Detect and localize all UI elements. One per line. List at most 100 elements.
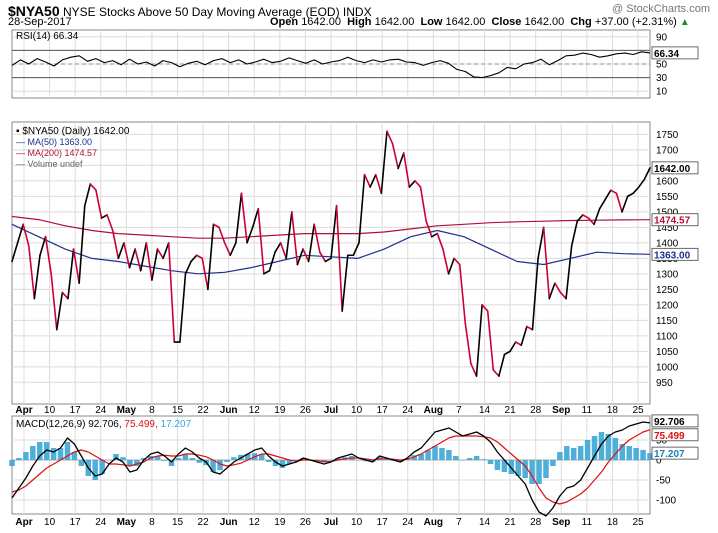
ma200-line [11, 215, 651, 239]
rsi-axis-tick-label: 30 [656, 73, 668, 84]
macd-x-tick-label: 25 [632, 517, 644, 528]
macd-histogram-bar [154, 456, 161, 460]
price-segment [397, 152, 405, 170]
price-segment [503, 350, 511, 356]
macd-histogram-bar [36, 442, 43, 460]
price-segment [212, 223, 220, 229]
ma50-last-value-tag: 1363.00 [651, 247, 699, 261]
price-segment [576, 214, 584, 222]
rsi-last-value-tag-box [651, 46, 699, 60]
macd-histogram-bar [161, 460, 168, 461]
macd-last-value-tag: 92.706 [651, 414, 699, 428]
macd-x-tick-label: 17 [70, 517, 82, 528]
macd-histogram-bar [508, 460, 515, 474]
macd-histogram-bar [480, 459, 487, 460]
macd-histogram-bar [71, 452, 78, 460]
macd-histogram-bar [418, 454, 424, 460]
macd-histogram-bar [453, 456, 459, 460]
macd-x-tick-label: Apr [15, 517, 32, 528]
price-segment [296, 248, 304, 266]
macd-x-tick-label: 12 [249, 517, 261, 528]
macd-x-tick-label: Aug [424, 517, 443, 528]
price-x-tick-label: Apr [15, 405, 32, 416]
price-axis-tick-label: 1300 [656, 269, 679, 280]
price-segment [22, 223, 30, 247]
price-axis-tick-label: 1050 [656, 347, 679, 358]
price-axis-tick-label: 1250 [656, 285, 679, 296]
price-segment [464, 322, 472, 365]
price-x-tick-label: Aug [424, 405, 443, 416]
macd-histogram-bar [460, 460, 466, 461]
quote-date: 28-Sep-2017 [8, 16, 72, 28]
price-x-tick-label: 25 [632, 405, 644, 416]
price-segment [638, 178, 646, 188]
price-segment [218, 226, 226, 244]
price-segment [39, 235, 47, 257]
price-segment [78, 204, 86, 284]
macd-histogram-bar [106, 460, 112, 461]
price-segment [61, 291, 69, 300]
price-segment [470, 362, 478, 377]
macd-histogram-bar [141, 458, 147, 460]
macd-histogram-bar [127, 460, 133, 466]
price-segment [117, 242, 125, 260]
price-segment [632, 186, 640, 195]
macd-histogram-bar [515, 460, 521, 476]
rsi-last-value-tag: 66.34 [651, 46, 699, 60]
price-segment [430, 232, 439, 238]
price-segment [11, 242, 19, 263]
price-segment [16, 223, 24, 244]
price-segment [257, 207, 265, 275]
price-segment [50, 273, 58, 331]
price-segment [626, 192, 635, 198]
symbol-title: $NYA50 NYSE Stocks Above 50 Day Moving A… [8, 3, 372, 19]
signal-last-value-tag-box [651, 428, 699, 442]
rsi-legend: RSI(14) 66.34 [16, 31, 79, 42]
macd-histogram-bar [196, 460, 202, 463]
macd-histogram-bar [640, 450, 646, 460]
histogram-last-value-tag: 17.207 [651, 446, 699, 460]
price-segment [313, 223, 321, 253]
price-segment [184, 260, 192, 275]
macd-histogram-bar [293, 460, 300, 461]
price-x-tick-label: 14 [479, 405, 491, 416]
signal-last-value-tag-text: 75.499 [654, 431, 685, 442]
signal-last-value-tag: 75.499 [651, 428, 699, 442]
price-segment [369, 173, 377, 188]
price-segment [447, 257, 455, 275]
price-segment [106, 214, 114, 232]
macd-histogram-bar [328, 460, 334, 461]
price-x-tick-label: 17 [377, 405, 389, 416]
price-segment [207, 223, 215, 291]
price-x-tick-label: Jun [220, 405, 238, 416]
price-segment [582, 214, 590, 219]
price-segment [414, 180, 422, 188]
macd-x-tick-label: Jul [324, 517, 339, 528]
macd-histogram-bar [57, 448, 64, 460]
price-segment [89, 183, 97, 191]
price-segment [486, 310, 495, 371]
exchange: INDX [342, 5, 372, 19]
macd-histogram-bar [30, 446, 36, 460]
price-axis-tick-label: 1750 [656, 130, 679, 141]
macd-histogram-bar [425, 450, 431, 460]
price-x-tick-label: 28 [530, 405, 542, 416]
price-segment [621, 195, 629, 213]
price-segment [341, 254, 349, 312]
price-segment [324, 257, 332, 263]
price-x-tick-label: 26 [300, 405, 312, 416]
price-segment [190, 254, 198, 263]
price-last-value-tag: 1642.00 [651, 161, 699, 175]
macd-histogram-bar [536, 460, 542, 484]
price-x-tick-label: 21 [505, 405, 517, 416]
price-x-tick-label: Jul [324, 405, 339, 416]
price-segment [593, 207, 601, 226]
macd-x-tick-label: 10 [44, 517, 56, 528]
macd-histogram-bar [411, 455, 417, 460]
price-axis-tick-label: 1550 [656, 192, 679, 203]
ma200-last-value-tag: 1474.57 [651, 213, 699, 227]
macd-histogram-bar [487, 460, 494, 464]
macd-histogram-bar [168, 460, 175, 466]
macd-histogram-bar [210, 460, 216, 472]
price-segment [358, 173, 366, 244]
